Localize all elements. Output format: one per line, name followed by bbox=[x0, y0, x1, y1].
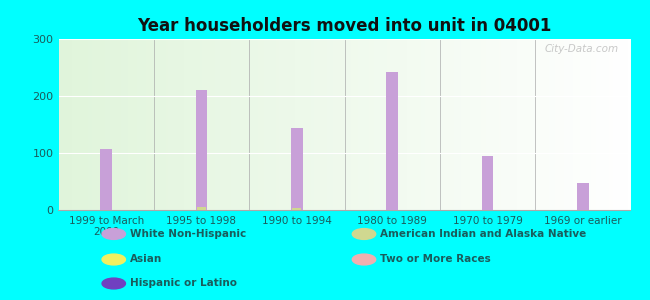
Bar bbox=[292, 208, 302, 210]
Bar bbox=[197, 207, 206, 210]
Bar bbox=[482, 156, 493, 210]
Title: Year householders moved into unit in 04001: Year householders moved into unit in 040… bbox=[137, 17, 552, 35]
Text: Asian: Asian bbox=[130, 254, 162, 265]
Bar bbox=[387, 72, 398, 210]
Bar bbox=[101, 149, 112, 210]
Text: Hispanic or Latino: Hispanic or Latino bbox=[130, 278, 237, 289]
Text: American Indian and Alaska Native: American Indian and Alaska Native bbox=[380, 229, 586, 239]
Bar bbox=[291, 128, 302, 210]
Text: Two or More Races: Two or More Races bbox=[380, 254, 491, 265]
Bar bbox=[196, 90, 207, 210]
Text: City-Data.com: City-Data.com bbox=[545, 44, 619, 54]
Bar bbox=[577, 183, 588, 210]
Text: White Non-Hispanic: White Non-Hispanic bbox=[130, 229, 246, 239]
